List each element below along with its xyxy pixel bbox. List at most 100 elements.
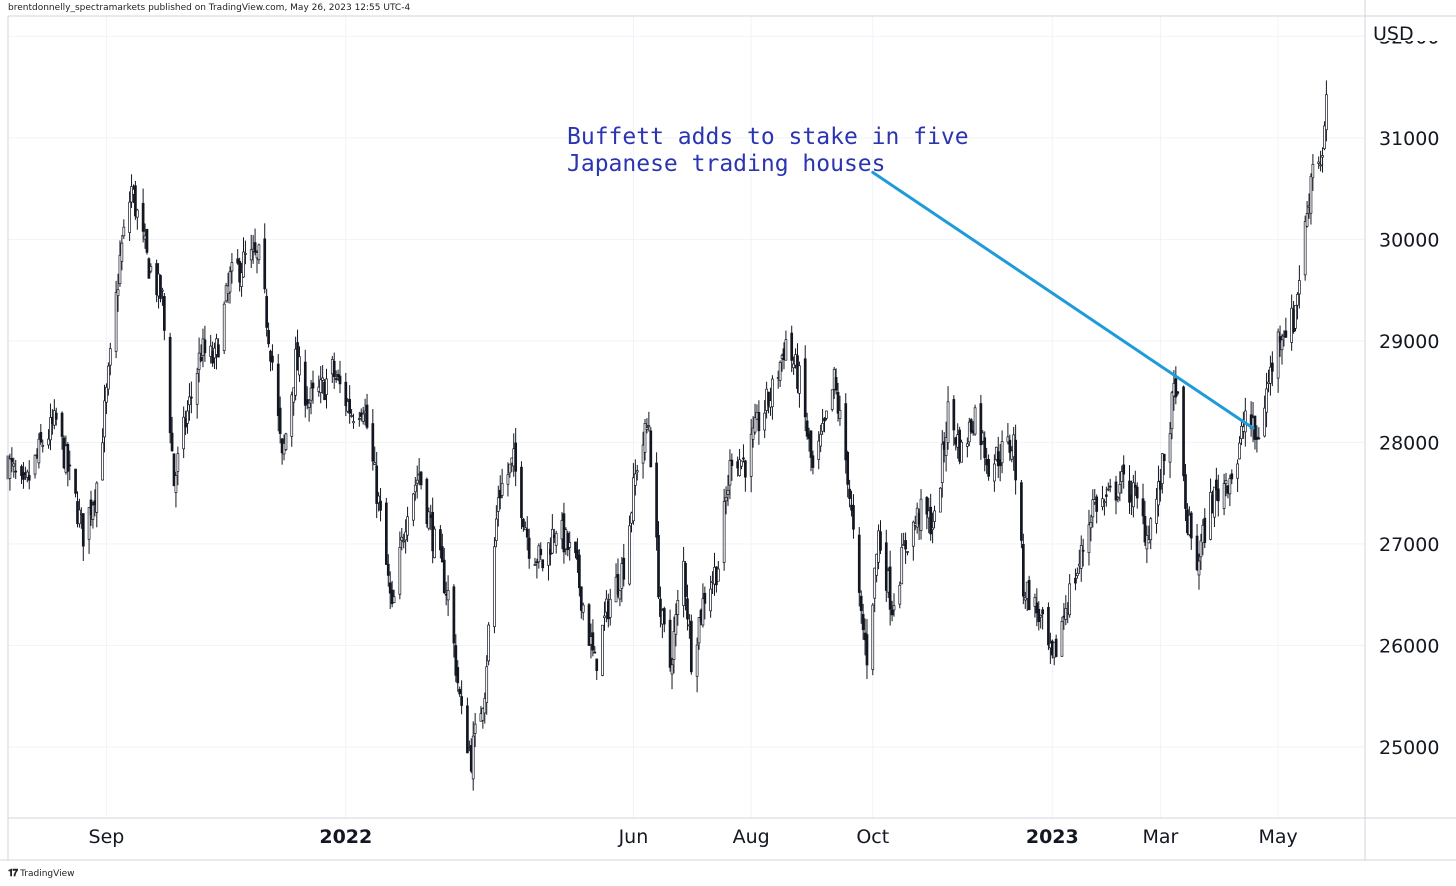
candle-body: [979, 403, 983, 446]
candle-body: [595, 658, 599, 671]
candle: [1309, 173, 1313, 225]
candle: [471, 721, 475, 791]
candle: [493, 537, 496, 634]
candle-body: [670, 664, 674, 675]
candle-body: [578, 554, 581, 589]
candle-body: [1280, 339, 1284, 351]
candle-body: [1147, 539, 1151, 544]
candle-body: [809, 430, 813, 458]
candle-body: [1143, 516, 1147, 543]
candle-body: [579, 586, 583, 611]
candle-body: [1199, 540, 1203, 558]
candle-body: [1162, 453, 1166, 462]
candle: [176, 446, 180, 486]
candle: [406, 506, 409, 542]
candle-body: [591, 632, 595, 651]
candle: [350, 409, 353, 418]
annotation-trendline: [871, 170, 1255, 430]
candle: [1230, 469, 1234, 485]
candle: [506, 462, 510, 497]
candle-body: [290, 394, 294, 437]
candle-body: [456, 667, 460, 684]
candle: [709, 575, 712, 618]
candle: [311, 370, 315, 404]
candle: [836, 382, 840, 422]
candle-body: [539, 549, 543, 556]
candle-body: [87, 507, 91, 540]
y-tick-label: 30000: [1379, 229, 1439, 251]
candle-body: [199, 357, 203, 361]
candle-body: [645, 427, 649, 430]
candle-body: [278, 407, 282, 434]
candle-body: [74, 468, 77, 494]
candle-body: [906, 551, 909, 553]
candle: [25, 469, 29, 483]
candle-body: [819, 433, 823, 447]
candle-body: [134, 185, 137, 217]
candle-body: [1095, 496, 1099, 512]
candle-body: [1120, 471, 1124, 482]
candle-body: [834, 377, 838, 391]
candle-body: [439, 529, 442, 551]
candle-body: [471, 735, 475, 780]
currency-label: USD: [1373, 23, 1414, 45]
tradingview-footer[interactable]: 𝟏𝟕 TradingView: [8, 868, 75, 879]
candle: [452, 584, 456, 658]
candle-body: [1294, 304, 1297, 329]
candle-body: [176, 453, 180, 472]
candle: [535, 558, 539, 579]
candle-body: [674, 614, 678, 635]
candle: [149, 263, 153, 274]
annotation-text: Japanese trading houses: [567, 151, 886, 177]
x-tick-label: Aug: [733, 826, 770, 848]
candle: [1033, 593, 1037, 618]
candle: [554, 530, 558, 554]
candle-body: [14, 470, 18, 473]
candle-body: [1076, 572, 1079, 576]
candle-body: [386, 563, 390, 576]
candle: [771, 375, 774, 420]
candle: [290, 391, 294, 447]
candle: [1122, 455, 1126, 489]
candle: [574, 541, 577, 559]
candle-body: [348, 398, 352, 414]
candle-body: [344, 381, 348, 407]
candle-body: [798, 365, 801, 394]
candle-body: [1168, 433, 1172, 463]
candle: [1276, 328, 1280, 393]
candle-body: [686, 598, 689, 620]
candle: [425, 477, 429, 528]
candle: [244, 240, 247, 265]
candle-body: [334, 378, 338, 380]
candle: [257, 243, 261, 264]
candle: [466, 697, 469, 754]
candle: [933, 505, 936, 529]
candle-body: [738, 459, 741, 476]
candle-body: [412, 493, 415, 521]
candle-body: [616, 574, 620, 595]
candle-body: [1236, 463, 1239, 479]
candle-body: [1311, 163, 1315, 179]
candle-body: [1309, 176, 1313, 214]
candle-body: [790, 332, 794, 361]
candle-body: [672, 631, 676, 660]
candle-body: [495, 518, 498, 541]
candle-body: [228, 271, 232, 293]
candle-body: [514, 442, 518, 472]
candle-body: [49, 417, 52, 441]
candle-body: [830, 389, 834, 410]
candle-body: [1027, 579, 1031, 611]
candle-body: [1240, 425, 1243, 440]
candle: [925, 496, 929, 530]
candle: [1068, 574, 1072, 618]
candle-body: [473, 723, 477, 734]
candle-body: [1160, 453, 1164, 484]
candle: [1195, 524, 1199, 571]
candle-body: [767, 391, 770, 406]
candle-body: [8, 458, 12, 479]
candle: [697, 617, 701, 650]
candle-body: [398, 546, 402, 595]
candle: [668, 609, 672, 672]
candle: [875, 553, 878, 583]
